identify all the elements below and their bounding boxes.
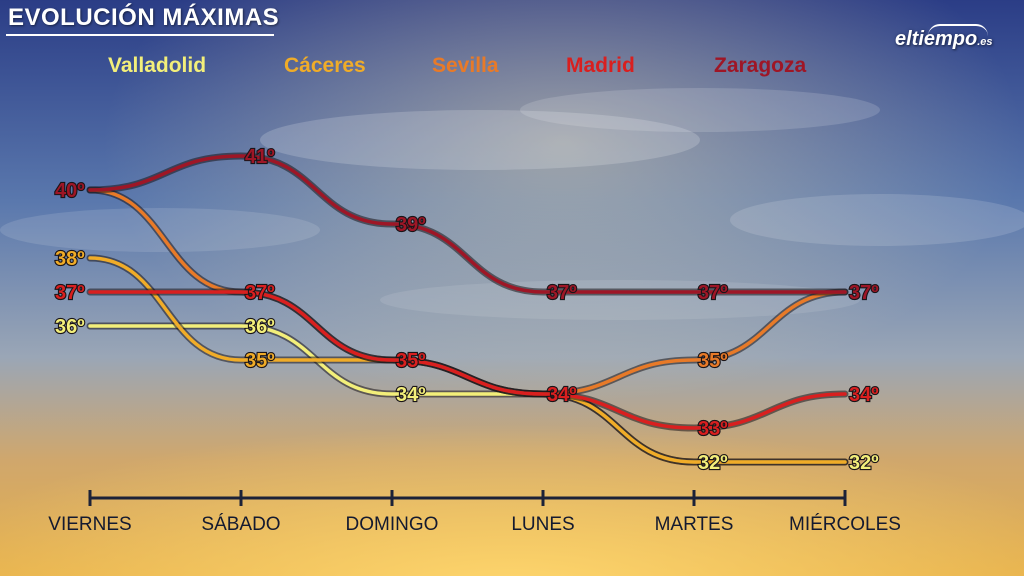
data-label-madrid-5: 34º <box>849 384 879 406</box>
data-label-zaragoza-4: 37º <box>698 282 728 304</box>
chart-title: EVOLUCIÓN MÁXIMAS <box>8 4 280 31</box>
data-label-valladolid-1: 36º <box>245 316 275 338</box>
logo-tld: .es <box>977 36 993 48</box>
data-label-madrid-3: 34º <box>547 384 577 406</box>
legend-valladolid: Valladolid <box>108 54 207 77</box>
x-tick-label-sabado: SÁBADO <box>201 514 280 535</box>
data-label-zaragoza-0: 40º <box>55 180 85 202</box>
legend-madrid: Madrid <box>566 54 635 77</box>
data-label-sevilla-4: 35º <box>698 350 728 372</box>
logo-cloud-icon <box>928 24 988 36</box>
legend-zaragoza: Zaragoza <box>714 54 807 77</box>
data-label-madrid-4: 33º <box>698 418 728 440</box>
x-tick-label-viernes: VIERNES <box>48 514 131 535</box>
data-label-valladolid-4: 32º <box>698 452 728 474</box>
x-tick-label-martes: MARTES <box>655 514 734 535</box>
eltiempo-logo: eltiempo.es <box>895 28 993 51</box>
data-label-valladolid-2: 34º <box>396 384 426 406</box>
data-labels: 40º 38º 37º 36º 41º 37º 36º 35º 39º 35º 34º 37º 34º 3… <box>54 145 880 475</box>
data-label-zaragoza-3: 37º <box>547 282 577 304</box>
data-label-valladolid-5: 32º <box>849 452 879 474</box>
x-axis: VIERNES SÁBADO DOMINGO LUNES MARTES MIÉRCOLES <box>48 490 901 535</box>
data-label-caceres-1: 35º <box>245 350 275 372</box>
series-line-madrid <box>88 290 847 430</box>
x-tick-label-domingo: DOMINGO <box>346 514 439 535</box>
title-underline <box>6 34 274 36</box>
sunset-glow <box>0 300 1024 576</box>
data-label-zaragoza-1: 41º <box>245 146 275 168</box>
series-line-zaragoza <box>88 154 847 294</box>
legend-caceres: Cáceres <box>284 54 366 77</box>
data-label-caceres-0: 38º <box>55 248 85 270</box>
x-tick-label-lunes: LUNES <box>511 514 574 535</box>
data-label-zaragoza-5: 37º <box>849 282 879 304</box>
data-label-madrid-2: 35º <box>396 350 426 372</box>
data-label-madrid-1: 37º <box>245 282 275 304</box>
data-label-valladolid-0: 36º <box>55 316 85 338</box>
series-lines <box>86 152 849 466</box>
logo-text: eltiempo <box>895 28 978 50</box>
x-tick-label-miercoles: MIÉRCOLES <box>789 514 901 535</box>
data-label-madrid-0: 37º <box>55 282 85 304</box>
data-label-zaragoza-2: 39º <box>396 214 426 236</box>
legend-sevilla: Sevilla <box>432 54 499 77</box>
